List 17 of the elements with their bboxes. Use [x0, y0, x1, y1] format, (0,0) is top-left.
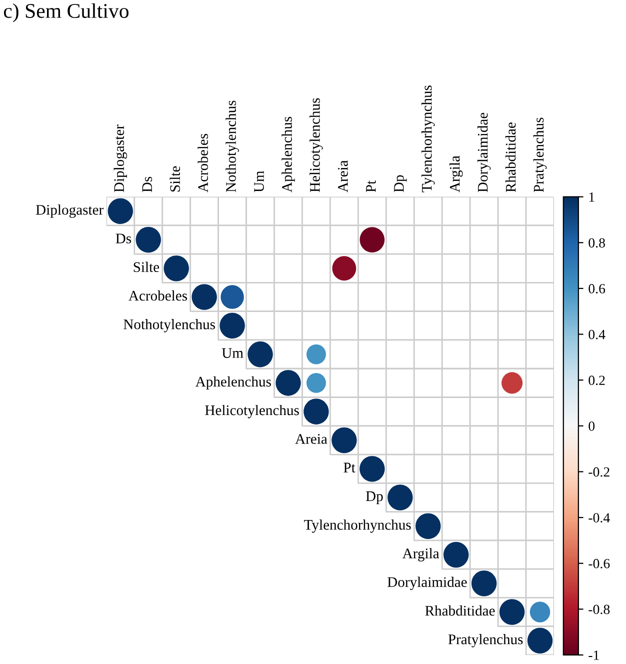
color-bar-label: 0	[588, 421, 595, 431]
chart-title: c) Sem Cultivo	[4, 3, 128, 22]
color-bar-label: -0.4	[588, 513, 610, 523]
color-bar-label: -0.2	[588, 467, 610, 477]
color-bar-label: -0.8	[588, 604, 610, 614]
y-tick-label: Nothotylenchus	[124, 319, 215, 332]
x-tick-label: Ds	[142, 176, 152, 192]
color-bar-label: 0.4	[588, 330, 606, 340]
y-tick-label: Acrobeles	[128, 290, 188, 301]
color-bar-label: 1	[589, 192, 594, 202]
x-tick-label: Pt	[366, 180, 376, 192]
color-bar-label: -0.6	[588, 558, 610, 568]
color-bar-label: 0.2	[588, 376, 605, 386]
color-bar-label: -1	[588, 650, 599, 660]
color-bar-label: 0.8	[588, 238, 605, 248]
x-tick-label: Pratylenchus	[533, 118, 547, 192]
color-bar-label: 0.6	[588, 284, 606, 294]
